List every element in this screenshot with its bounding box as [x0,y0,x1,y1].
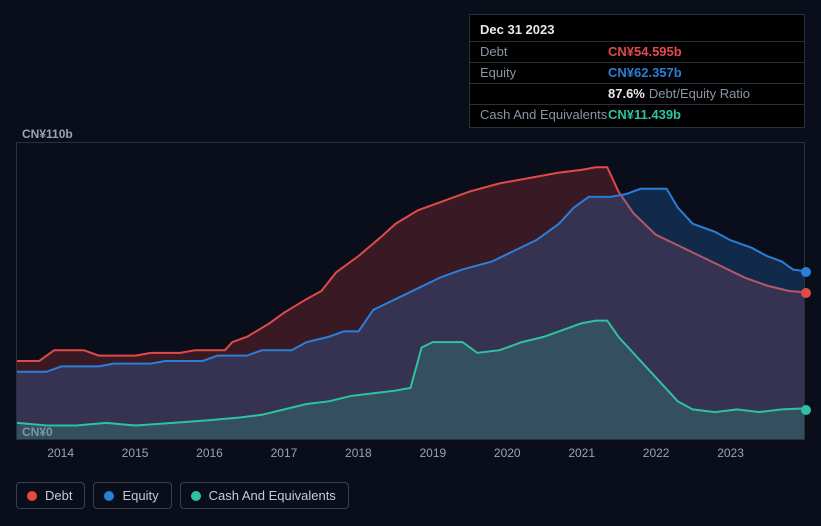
x-axis-tick: 2020 [494,446,521,460]
chart-container: Dec 31 2023 DebtCN¥54.595bEquityCN¥62.35… [0,0,821,526]
series-end-dot [801,288,811,298]
x-axis-tick: 2021 [568,446,595,460]
y-axis-label-max: CN¥110b [22,127,73,141]
series-end-dot [801,405,811,415]
tooltip-row-label: Cash And Equivalents [480,107,608,122]
tooltip-row-value: CN¥11.439b [608,107,681,122]
x-axis-tick: 2022 [643,446,670,460]
tooltip-row-label [480,86,608,101]
hover-tooltip: Dec 31 2023 DebtCN¥54.595bEquityCN¥62.35… [469,14,805,128]
x-axis-tick: 2014 [47,446,74,460]
legend-label: Cash And Equivalents [209,488,336,503]
chart-legend: Debt Equity Cash And Equivalents [16,482,349,509]
tooltip-row-label: Debt [480,44,608,59]
legend-label: Equity [122,488,158,503]
legend-swatch-icon [104,491,114,501]
x-axis-tick: 2015 [122,446,149,460]
x-axis: 2014 2015 2016 2017 2018 2019 2020 2021 2022 2023 [16,442,805,458]
x-axis-tick: 2023 [717,446,744,460]
tooltip-row-label: Equity [480,65,608,80]
legend-swatch-icon [27,491,37,501]
tooltip-row-suffix: Debt/Equity Ratio [649,86,750,101]
legend-label: Debt [45,488,72,503]
tooltip-row: EquityCN¥62.357b [470,63,804,84]
chart-svg [17,143,804,439]
tooltip-row: DebtCN¥54.595b [470,42,804,63]
tooltip-row-value: CN¥62.357b [608,65,682,80]
chart-plot-area[interactable] [16,142,805,440]
x-axis-tick: 2019 [419,446,446,460]
legend-item-equity[interactable]: Equity [93,482,171,509]
tooltip-row: 87.6%Debt/Equity Ratio [470,84,804,105]
series-end-dot [801,267,811,277]
tooltip-date: Dec 31 2023 [470,21,804,42]
tooltip-row-value: CN¥54.595b [608,44,682,59]
x-axis-tick: 2018 [345,446,372,460]
tooltip-row: Cash And EquivalentsCN¥11.439b [470,105,804,125]
legend-item-cash-and-equivalents[interactable]: Cash And Equivalents [180,482,349,509]
legend-item-debt[interactable]: Debt [16,482,85,509]
x-axis-tick: 2016 [196,446,223,460]
tooltip-row-value: 87.6%Debt/Equity Ratio [608,86,750,101]
x-axis-tick: 2017 [271,446,298,460]
legend-swatch-icon [191,491,201,501]
